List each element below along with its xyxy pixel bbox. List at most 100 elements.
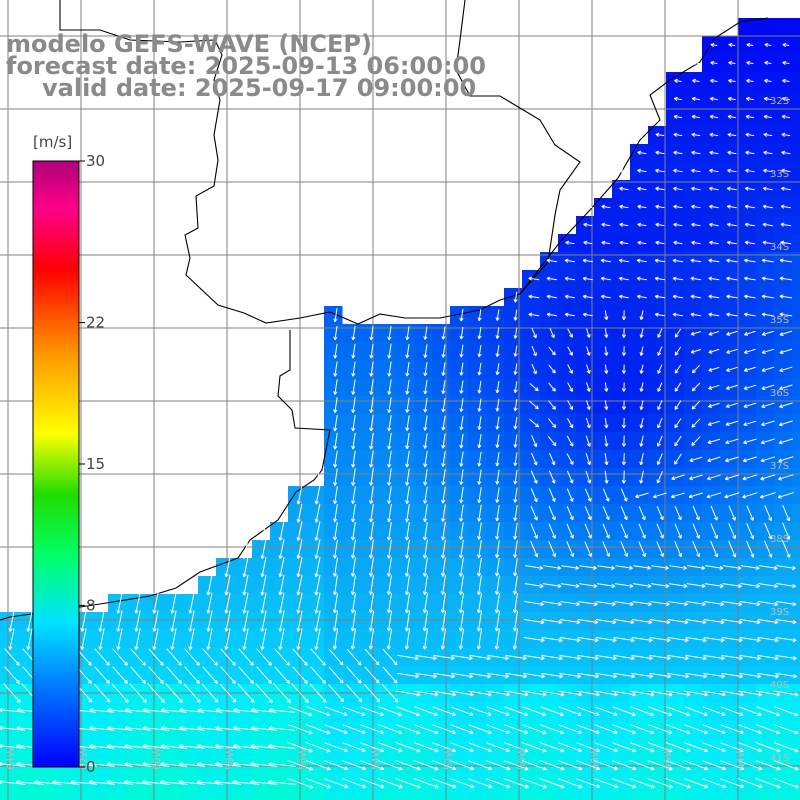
field-cell <box>738 360 757 379</box>
wind-arrow <box>559 619 581 625</box>
wind-arrow <box>685 672 707 679</box>
field-cell <box>504 558 523 577</box>
wind-arrow <box>576 724 600 735</box>
field-cell <box>126 720 145 739</box>
wind-arrow <box>740 601 761 607</box>
wind-arrow <box>692 78 700 83</box>
wind-arrow <box>657 364 663 374</box>
wind-arrow <box>548 470 556 484</box>
wind-arrow <box>333 325 338 341</box>
field-cell <box>630 450 649 469</box>
wind-arrow <box>468 760 492 771</box>
field-cell <box>576 378 595 397</box>
field-cell <box>594 252 613 271</box>
field-cell <box>666 720 685 739</box>
field-cell <box>270 576 289 595</box>
field-cell <box>450 720 469 739</box>
field-cell <box>702 288 721 307</box>
wind-arrow <box>278 557 285 578</box>
field-cell <box>198 576 217 595</box>
wind-arrow <box>726 330 738 336</box>
field-cell <box>738 378 757 397</box>
wind-arrow <box>666 706 690 717</box>
field-cell <box>450 432 469 451</box>
field-cell <box>144 738 163 757</box>
field-cell <box>450 450 469 469</box>
wind-arrow <box>600 276 611 281</box>
wind-arrow <box>684 742 709 753</box>
field-cell <box>792 468 800 487</box>
field-cell <box>54 792 73 800</box>
wind-arrow <box>632 583 652 589</box>
wind-arrow <box>690 276 702 281</box>
wind-arrow <box>377 760 403 771</box>
wind-arrow <box>459 469 464 485</box>
wind-arrow <box>548 346 556 356</box>
wind-arrow <box>757 672 779 679</box>
wind-arrow <box>395 742 421 753</box>
field-cell <box>360 522 379 541</box>
field-cell <box>684 396 703 415</box>
wind-arrow <box>80 610 87 632</box>
wind-arrow <box>720 690 744 697</box>
wind-arrow <box>702 724 726 735</box>
field-cell <box>342 630 361 649</box>
field-cell <box>432 792 451 800</box>
wind-arrow <box>368 593 374 614</box>
field-cell <box>630 486 649 505</box>
wind-arrow <box>691 168 701 173</box>
field-cell <box>756 198 775 217</box>
field-cell <box>738 792 757 800</box>
wind-arrow <box>683 760 709 771</box>
field-cell <box>630 792 649 800</box>
wind-arrow <box>255 683 273 703</box>
field-cell <box>576 342 595 361</box>
field-cell <box>378 774 397 793</box>
wind-arrow <box>710 505 718 521</box>
field-cell <box>468 540 487 559</box>
wind-arrow <box>386 521 392 541</box>
wind-arrow <box>237 683 255 703</box>
wind-arrow <box>524 583 544 589</box>
wind-arrow <box>106 761 134 767</box>
lon-label: 50W <box>517 747 528 770</box>
field-cell <box>360 360 379 379</box>
wind-arrow <box>548 382 556 392</box>
field-cell <box>486 702 505 721</box>
wind-arrow <box>160 725 187 731</box>
field-cell <box>540 342 559 361</box>
field-cell <box>378 324 397 343</box>
field-cell <box>90 774 109 793</box>
field-cell <box>612 360 631 379</box>
wind-arrow <box>215 725 241 731</box>
field-cell <box>756 432 775 451</box>
field-cell <box>126 612 145 631</box>
field-cell <box>756 342 775 361</box>
field-cell <box>162 630 181 649</box>
field-cell <box>396 756 415 775</box>
wind-arrow <box>577 672 599 679</box>
wind-arrow <box>615 565 633 570</box>
wind-arrow <box>631 636 653 643</box>
wind-arrow <box>387 397 392 414</box>
wind-arrow <box>703 654 725 661</box>
wind-arrow <box>414 706 438 717</box>
wind-arrow <box>346 666 362 684</box>
wind-arrow <box>224 557 231 578</box>
wind-arrow <box>178 761 206 767</box>
wind-arrow <box>513 381 518 394</box>
field-cell <box>774 666 793 685</box>
wind-arrow <box>621 470 626 484</box>
field-cell <box>378 594 397 613</box>
field-cell <box>648 576 667 595</box>
wind-arrow <box>725 420 739 427</box>
field-cell <box>18 612 37 631</box>
wind-arrow <box>314 485 321 505</box>
field-cell <box>450 648 469 667</box>
field-cell <box>396 702 415 721</box>
wind-arrow <box>477 487 482 504</box>
wind-arrow <box>342 760 366 771</box>
wind-arrow <box>242 592 249 614</box>
field-cell <box>774 18 793 37</box>
field-cell <box>792 774 800 793</box>
